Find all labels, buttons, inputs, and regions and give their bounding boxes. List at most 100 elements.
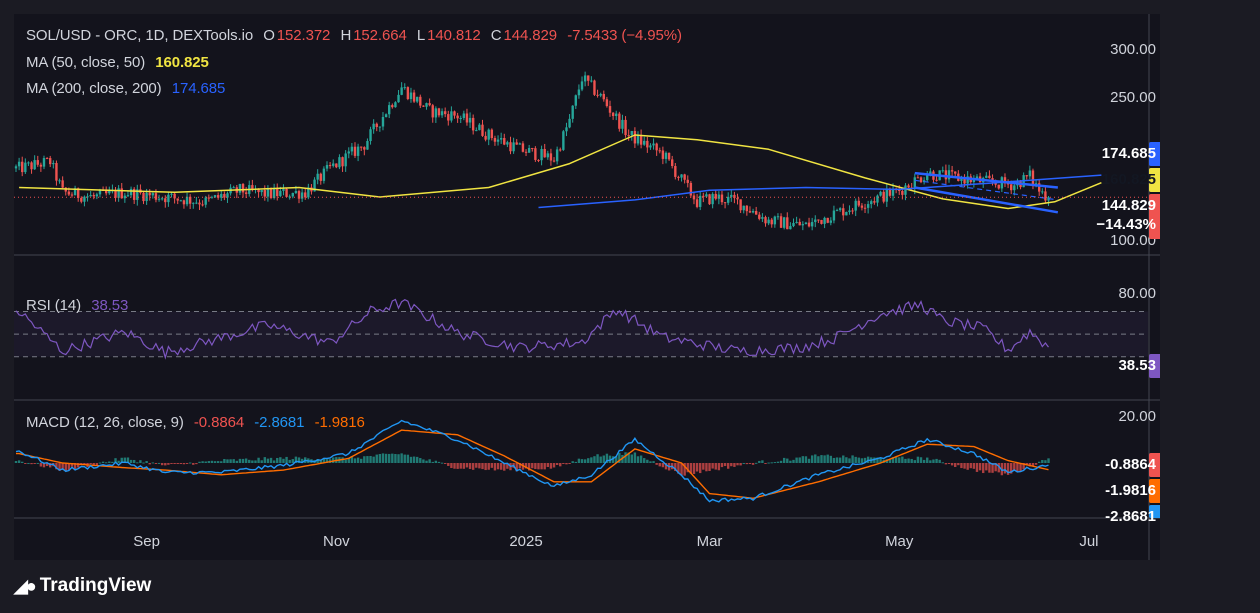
candle-body: [643, 140, 646, 145]
macd-histogram-bar: [571, 461, 574, 463]
candle-body: [671, 159, 674, 166]
candle-body: [565, 127, 568, 132]
candle-body: [602, 93, 605, 100]
open-label: O: [263, 27, 275, 44]
macd-histogram-bar: [182, 463, 186, 465]
macd-histogram-bar: [101, 461, 105, 463]
candle-body: [888, 188, 892, 196]
macd-histogram-bar: [428, 459, 431, 463]
candle-body: [627, 135, 630, 137]
candle-body: [838, 208, 842, 211]
candle-body: [540, 148, 543, 161]
candle-body: [574, 95, 577, 106]
macd-histogram-bar: [104, 462, 108, 464]
candle-body: [611, 112, 615, 117]
macd-histogram-bar: [232, 459, 235, 463]
macd-histogram-bar: [773, 462, 777, 464]
macd-histogram-bar: [562, 463, 565, 464]
candle-body: [739, 199, 742, 211]
macd-histogram-bar: [708, 463, 711, 472]
candle-body: [876, 195, 879, 203]
candle-body: [338, 157, 341, 168]
macd-histogram-bar: [646, 459, 649, 463]
macd-histogram-bar: [720, 463, 724, 468]
macd-histogram-bar: [845, 457, 848, 463]
macd-histogram-bar: [848, 458, 851, 463]
candle-body: [220, 193, 223, 198]
candle-body: [891, 188, 895, 196]
macd-histogram-bar: [316, 459, 319, 463]
macd-histogram-bar: [935, 458, 938, 463]
macd-histogram-bar: [415, 456, 419, 463]
candle-body: [705, 194, 708, 197]
macd-histogram-bar: [322, 458, 326, 463]
candle-body: [98, 189, 102, 195]
candle-body: [27, 162, 30, 164]
macd-histogram-bar: [786, 458, 789, 463]
candle-body: [499, 138, 503, 140]
macd-histogram-bar: [1034, 463, 1038, 465]
symbol-label: SOL/USD - ORC, 1D, DEXTools.io: [26, 27, 254, 44]
chart-container[interactable]: 300.00 250.00 100.00 80.00 20.00 Sep Nov 2025 Ma…: [14, 14, 1160, 560]
candle-body: [689, 182, 693, 196]
candle-body: [86, 196, 89, 198]
candle-body: [1034, 183, 1038, 185]
signal-value-badge: [1149, 505, 1160, 518]
macd-histogram-bar: [220, 461, 223, 463]
candle-body: [14, 166, 18, 169]
candle-body: [297, 191, 301, 199]
candle-body: [848, 210, 851, 213]
candle-body: [798, 221, 801, 226]
macd-histogram-bar: [705, 463, 708, 472]
candle-body: [123, 195, 127, 199]
candle-body: [114, 190, 117, 198]
candle-body: [543, 148, 546, 158]
macd-histogram-bar: [524, 463, 528, 469]
macd-histogram-bar: [988, 463, 991, 473]
macd-histogram-bar: [742, 462, 745, 464]
candle-body: [975, 176, 979, 179]
macd-histogram-bar: [683, 463, 686, 476]
candle-body: [577, 89, 581, 96]
tradingview-logo[interactable]: ◢● TradingView: [14, 575, 151, 597]
candle-body: [549, 153, 553, 161]
macd-histogram-bar: [372, 456, 375, 463]
candle-body: [30, 162, 33, 170]
candle-body: [658, 150, 661, 152]
macd-histogram-bar: [1037, 461, 1041, 463]
x-tick-label: Jul: [1079, 533, 1098, 550]
macd-histogram-bar: [36, 462, 39, 464]
macd-histogram-bar: [170, 463, 173, 464]
candle-body: [1025, 175, 1028, 177]
macd-histogram-bar: [431, 461, 434, 463]
macd-histogram-bar: [207, 461, 211, 463]
tradingview-icon: ◢●: [14, 575, 37, 596]
rsi-tick-label: 80.00: [1118, 285, 1156, 302]
candle-body: [58, 180, 61, 182]
candle-body: [216, 195, 220, 198]
macd-histogram-bar: [325, 459, 329, 463]
macd-histogram-bar: [649, 461, 652, 463]
candle-body: [829, 220, 833, 223]
macd-histogram-bar: [926, 457, 929, 463]
macd-histogram-bar: [947, 463, 951, 464]
candle-body: [496, 139, 500, 142]
macd-histogram-bar: [941, 462, 944, 464]
macd-histogram-bar: [639, 455, 643, 463]
macd-label: MACD (12, 26, close, 9): [26, 414, 184, 431]
candle-body: [1044, 191, 1047, 201]
candle-body: [179, 200, 183, 202]
candle-body: [677, 176, 680, 178]
macd-histogram-bar: [932, 459, 935, 463]
candle-body: [471, 117, 475, 131]
candle-body: [686, 179, 689, 183]
candle-body: [388, 105, 391, 115]
macd-histogram-bar: [279, 457, 282, 463]
candle-body: [170, 193, 173, 195]
macd-histogram-bar: [192, 463, 195, 465]
macd-histogram-bar: [627, 452, 630, 463]
chart-svg[interactable]: 300.00 250.00 100.00 80.00 20.00 Sep Nov 2025 Ma…: [14, 14, 1160, 560]
candle-body: [378, 126, 382, 128]
macd-histogram-bar: [689, 463, 693, 474]
macd-histogram-bar: [216, 461, 220, 463]
